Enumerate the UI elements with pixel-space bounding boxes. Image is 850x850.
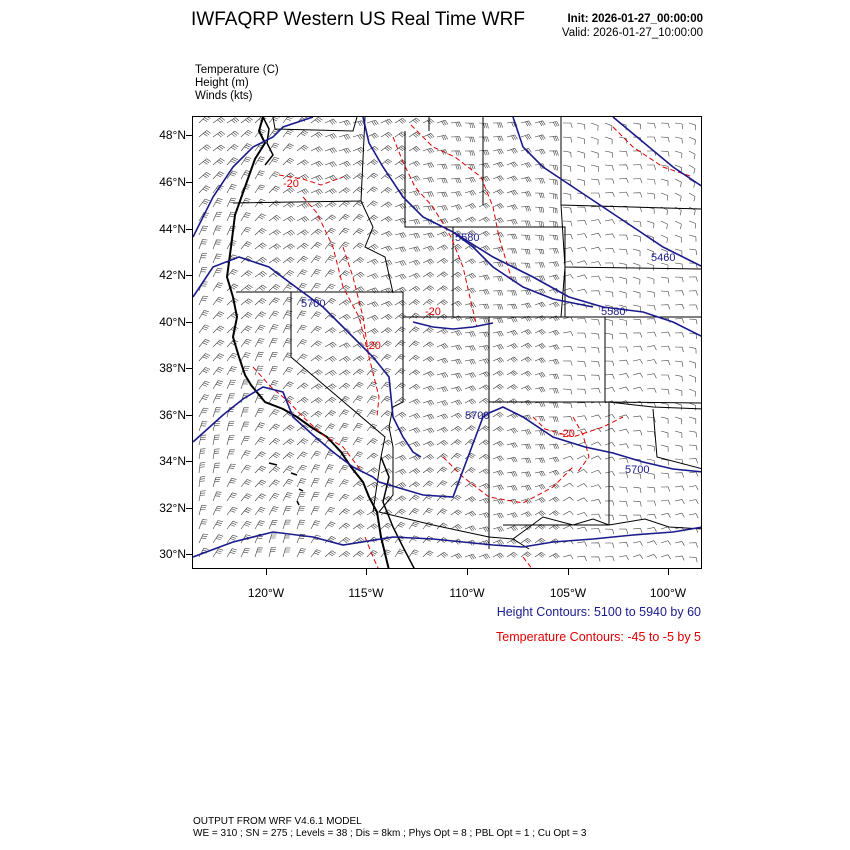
lat-tick — [186, 275, 192, 276]
field-temperature: Temperature (C) — [195, 64, 279, 76]
puget-sound — [262, 117, 274, 166]
height-label-5580-east: 5580 — [601, 306, 625, 318]
lat-label-48: 48°N — [159, 128, 186, 142]
lon-label-110: 110°W — [449, 586, 485, 600]
state-borders — [232, 117, 701, 550]
height-label-5700: 5700 — [301, 298, 325, 310]
temperature-label-south: -20 — [559, 428, 575, 440]
field-height: Height (m) — [195, 77, 249, 89]
lon-tick — [366, 569, 367, 575]
lat-tick — [186, 415, 192, 416]
lat-label-34: 34°N — [159, 454, 186, 468]
temperature-contours — [252, 124, 694, 568]
lat-label-40: 40°N — [159, 315, 186, 329]
lat-label-36: 36°N — [159, 408, 186, 422]
lat-tick — [186, 368, 192, 369]
lat-label-38: 38°N — [159, 361, 186, 375]
lat-tick — [186, 229, 192, 230]
lon-label-100: 100°W — [649, 586, 687, 600]
lat-label-46: 46°N — [159, 175, 186, 189]
height-label-5700-south: 5700 — [465, 410, 489, 422]
lat-tick — [186, 135, 192, 136]
init-time: Init: 2026-01-27_00:00:00 — [567, 13, 703, 25]
temperature-label-north: -20 — [283, 178, 299, 190]
lon-label-115: 115°W — [348, 586, 384, 600]
lat-tick — [186, 461, 192, 462]
temperature-label-central: -20 — [365, 340, 381, 352]
lon-tick — [467, 569, 468, 575]
lat-tick — [186, 182, 192, 183]
temperature-contours-caption: Temperature Contours: -45 to -5 by 5 — [496, 630, 701, 644]
lat-tick — [186, 322, 192, 323]
height-contours — [193, 117, 701, 558]
height-label-5580: 5580 — [455, 232, 479, 244]
model-footer: OUTPUT FROM WRF V4.6.1 MODEL — [193, 816, 362, 827]
model-parameters: WE = 310 ; SN = 275 ; Levels = 38 ; Dis … — [193, 828, 587, 839]
wind-barbs — [198, 117, 699, 563]
temperature-label-utah: -20 — [425, 306, 441, 318]
lon-tick — [266, 569, 267, 575]
lat-label-32: 32°N — [159, 501, 186, 515]
wind-barb-field — [198, 117, 699, 563]
coastline — [225, 117, 390, 568]
map-canvas: 5580 5700 5580 5460 5700 5700 -20 -20 -2… — [193, 117, 701, 568]
lon-label-120: 120°W — [247, 586, 285, 600]
height-contours-caption: Height Contours: 5100 to 5940 by 60 — [496, 605, 701, 619]
lon-tick — [568, 569, 569, 575]
valid-time: Valid: 2026-01-27_10:00:00 — [561, 27, 703, 39]
lat-tick — [186, 554, 192, 555]
lat-tick — [186, 508, 192, 509]
height-label-5700-east: 5700 — [625, 464, 649, 476]
weather-map: 5580 5700 5580 5460 5700 5700 -20 -20 -2… — [192, 116, 702, 569]
lat-label-44: 44°N — [159, 222, 186, 236]
lon-tick — [668, 569, 669, 575]
lat-label-42: 42°N — [159, 268, 186, 282]
lon-label-105: 105°W — [549, 586, 587, 600]
height-label-5460: 5460 — [651, 252, 675, 264]
channel-islands — [268, 462, 304, 506]
map-title: IWFAQRP Western US Real Time WRF — [191, 9, 525, 30]
field-winds: Winds (kts) — [195, 90, 253, 102]
lat-label-30: 30°N — [159, 547, 186, 561]
